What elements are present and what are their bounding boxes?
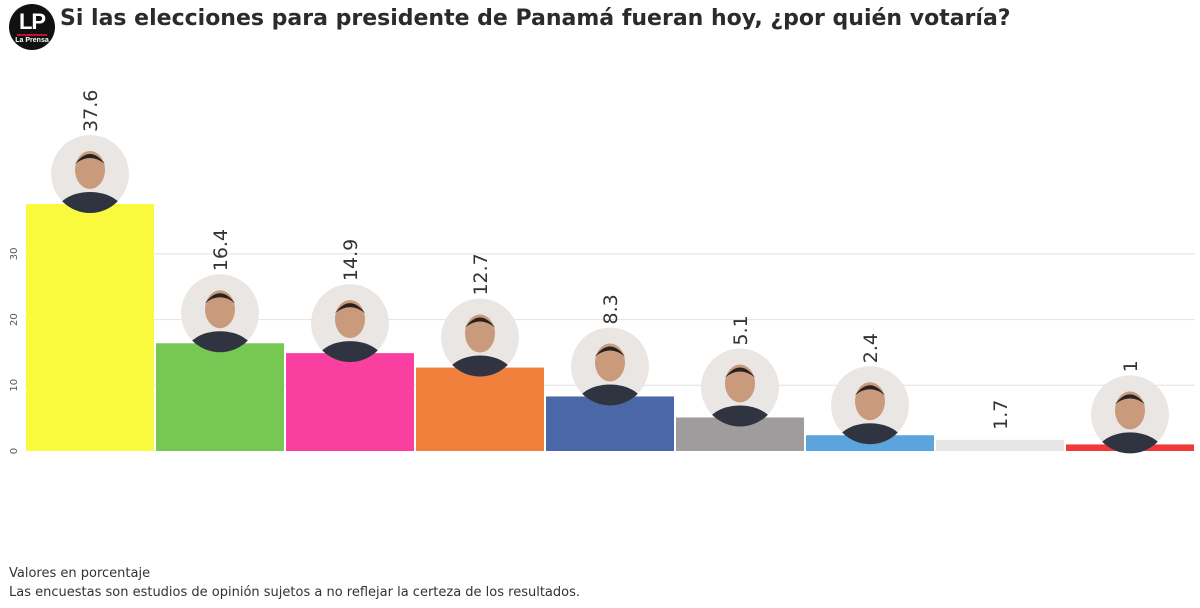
logo-subtext: La Prensa: [15, 37, 49, 44]
bar-torrijos: [156, 343, 284, 451]
bar-chart: 010203037.6Mulino16.4Torrijos14.9Roux12.…: [9, 90, 1195, 560]
category-label: Lombana: [469, 459, 493, 556]
y-tick-label: 20: [9, 313, 20, 326]
footnote-units: Valores en porcentaje: [9, 566, 151, 581]
value-label: 16.4: [210, 229, 232, 271]
candidate-photo: [51, 134, 129, 213]
candidate-photo: [571, 327, 649, 406]
y-tick-label: 30: [9, 248, 20, 261]
candidate-photo: [1091, 375, 1169, 454]
category-label: Voto blanco: [989, 459, 1013, 560]
value-label: 1: [1120, 360, 1142, 372]
value-label: 12.7: [470, 253, 492, 295]
y-tick-label: 0: [9, 448, 20, 454]
category-label: Mulino: [79, 459, 103, 528]
bar-roux: [286, 353, 414, 451]
chart-title: Si las elecciones para presidente de Pan…: [60, 6, 1011, 31]
category-label: Torrijos: [209, 459, 233, 534]
candidate-photo: [441, 298, 519, 377]
category-label: Roux: [339, 459, 363, 511]
bar-carrizo: [546, 396, 674, 451]
value-label: 14.9: [340, 239, 362, 281]
y-tick-label: 10: [9, 379, 20, 392]
value-label: 1.7: [990, 400, 1012, 430]
value-label: 5.1: [730, 315, 752, 345]
category-label: Carrizo: [599, 459, 623, 533]
category-label: Gordón: [1119, 459, 1143, 536]
category-label: Rodríguez: [729, 459, 753, 560]
value-label: 37.6: [80, 90, 102, 132]
value-label: 8.3: [600, 294, 622, 324]
footnote-disclaimer: Las encuestas son estudios de opinión su…: [9, 585, 581, 600]
value-label: 2.4: [860, 333, 882, 363]
candidate-photo: [181, 274, 259, 353]
bar-mulino: [26, 203, 154, 451]
category-label: Arrocha: [859, 459, 883, 540]
bar-lombana: [416, 367, 544, 451]
candidate-photo: [311, 284, 389, 363]
candidate-photo: [831, 366, 909, 445]
bar-voto-blanco: [936, 439, 1064, 451]
la-prensa-logo: LP La Prensa: [9, 4, 55, 50]
candidate-photo: [701, 348, 779, 427]
logo-text: LP: [18, 9, 46, 34]
